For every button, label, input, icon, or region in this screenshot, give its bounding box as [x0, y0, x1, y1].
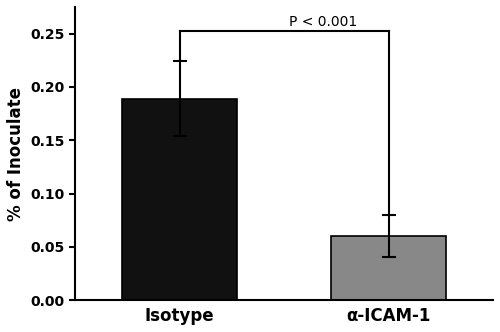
Text: P < 0.001: P < 0.001: [289, 15, 358, 29]
Bar: [122, 99, 237, 300]
Y-axis label: % of Inoculate: % of Inoculate: [7, 87, 25, 220]
Bar: [331, 236, 446, 300]
